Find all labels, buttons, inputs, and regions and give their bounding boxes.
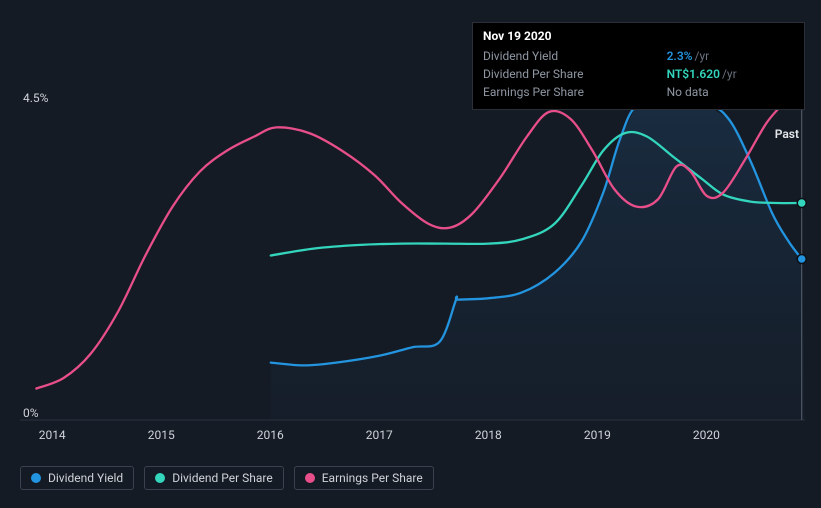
legend-swatch-icon (31, 473, 41, 483)
dividend-chart: Nov 19 2020 Dividend Yield 2.3%/yr Divid… (0, 0, 821, 508)
legend-label: Earnings Per Share (322, 471, 423, 485)
legend-item-eps[interactable]: Earnings Per Share (294, 466, 434, 490)
y-tick-label: 4.5% (23, 91, 48, 105)
x-tick-label: 2020 (693, 428, 720, 442)
legend-label: Dividend Yield (48, 471, 123, 485)
y-tick-label: 0% (23, 406, 39, 420)
x-tick-label: 2014 (39, 428, 66, 442)
yield-fill (271, 105, 805, 420)
tooltip-row-eps: Earnings Per Share No data (483, 83, 794, 101)
x-tick-label: 2016 (257, 428, 284, 442)
legend-label: Dividend Per Share (172, 471, 273, 485)
tooltip-date: Nov 19 2020 (483, 29, 794, 43)
legend-item-dps[interactable]: Dividend Per Share (144, 466, 284, 490)
x-tick-label: 2017 (366, 428, 393, 442)
chart-tooltip: Nov 19 2020 Dividend Yield 2.3%/yr Divid… (472, 22, 805, 110)
x-tick-label: 2015 (148, 428, 175, 442)
legend-item-yield[interactable]: Dividend Yield (20, 466, 134, 490)
legend-swatch-icon (155, 473, 165, 483)
tooltip-row-dps: Dividend Per Share NT$1.620/yr (483, 65, 794, 83)
past-label: Past (775, 127, 799, 141)
tooltip-row-yield: Dividend Yield 2.3%/yr (483, 47, 794, 65)
series-dps-end-marker (797, 199, 806, 208)
series-yield-end-marker (797, 255, 806, 264)
legend-swatch-icon (305, 473, 315, 483)
chart-legend: Dividend Yield Dividend Per Share Earnings… (20, 466, 434, 490)
x-tick-label: 2019 (584, 428, 611, 442)
x-tick-label: 2018 (475, 428, 502, 442)
